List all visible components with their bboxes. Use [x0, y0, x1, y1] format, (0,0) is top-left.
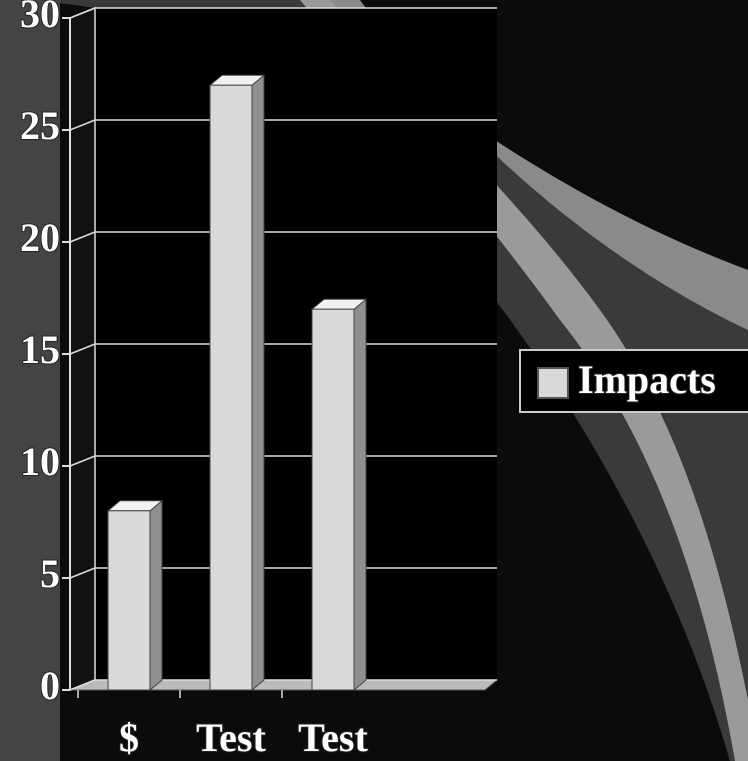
- bar: [311, 308, 355, 691]
- bar: [209, 84, 253, 691]
- y-tick-label: 5: [40, 551, 60, 596]
- grid-line: [69, 343, 96, 355]
- grid-line: [69, 7, 96, 19]
- legend: Impacts: [519, 349, 748, 413]
- y-tick-label: 0: [40, 663, 60, 708]
- y-tick-label: 20: [20, 215, 60, 260]
- bar: [107, 510, 151, 691]
- x-tick-label: $: [119, 715, 139, 760]
- y-tick-label: 10: [20, 439, 60, 484]
- legend-box: [519, 349, 748, 413]
- grid-line: [69, 455, 96, 467]
- grid-line: [69, 119, 96, 131]
- grid-line: [69, 679, 96, 691]
- y-tick-label: 25: [20, 103, 60, 148]
- legend-swatch: [537, 367, 569, 399]
- y-tick-label: 30: [20, 0, 60, 36]
- legend-label: Impacts: [578, 357, 716, 402]
- grid-line: [69, 231, 96, 243]
- background-edge: [0, 0, 300, 761]
- y-tick-label: 15: [20, 327, 60, 372]
- bar-side: [149, 499, 163, 692]
- bar-side: [353, 298, 367, 692]
- grid-line: [69, 567, 96, 579]
- x-tick-label: Test: [196, 715, 266, 760]
- bar-side: [251, 74, 265, 692]
- x-tick-label: Test: [298, 715, 368, 760]
